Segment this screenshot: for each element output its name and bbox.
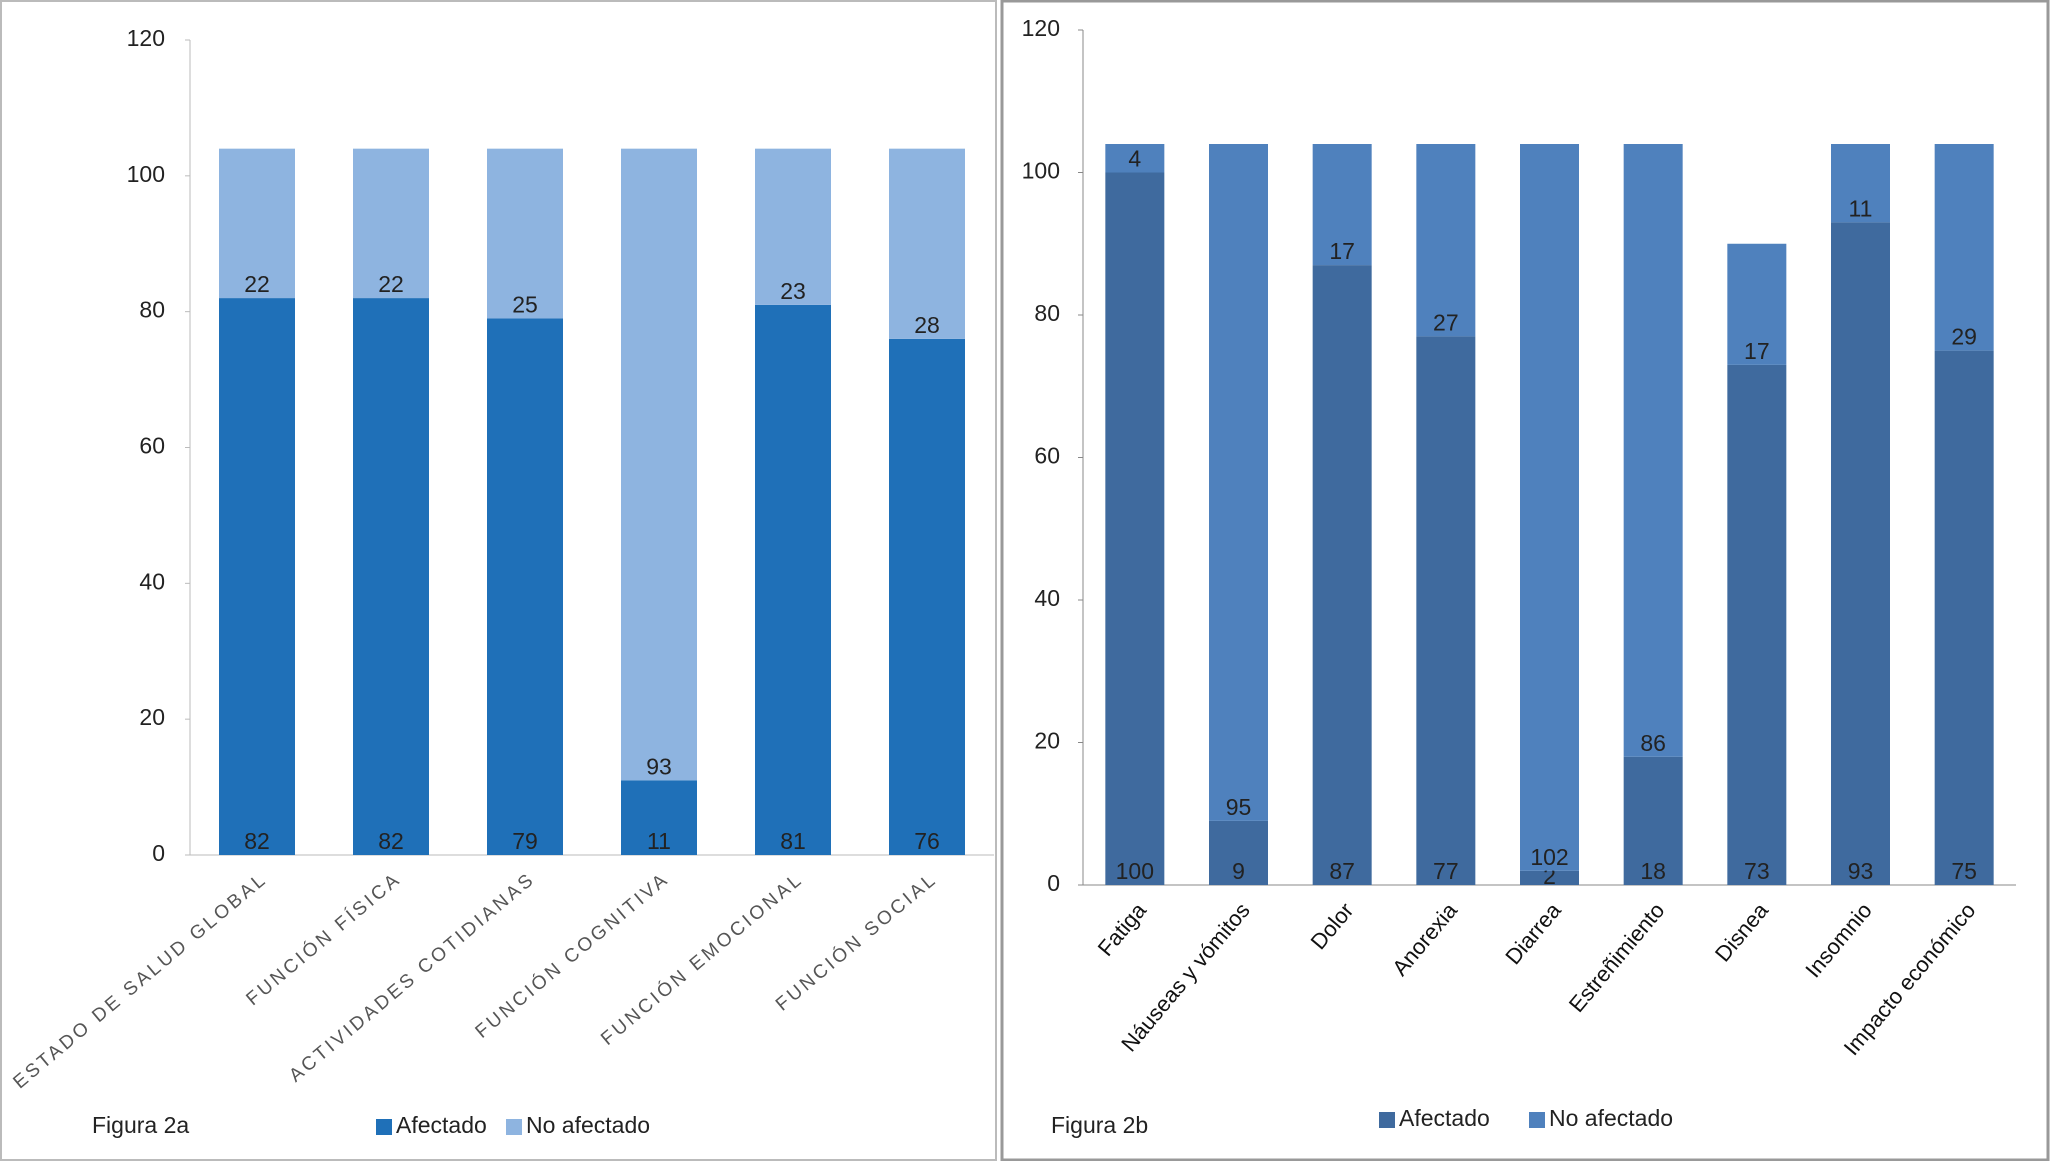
bar-segment — [889, 338, 965, 855]
x-tick-label: Insomnio — [1800, 898, 1877, 982]
x-tick-label: ACTIVIDADES COTIDIANAS — [285, 869, 539, 1087]
x-tick-label: ESTADO DE SALUD GLOBAL — [9, 869, 271, 1094]
y-tick-label: 80 — [1034, 300, 1060, 326]
bar-segment — [353, 298, 429, 855]
legend-swatch — [506, 1119, 522, 1135]
bar-segment — [1727, 243, 1787, 365]
legend-swatch — [376, 1119, 392, 1135]
data-label: 73 — [1744, 858, 1770, 884]
bar-segment — [487, 318, 563, 855]
data-label: 22 — [244, 271, 270, 297]
y-tick-label: 120 — [1022, 15, 1060, 41]
y-tick-label: 80 — [139, 297, 165, 323]
legend-label: Afectado — [1399, 1105, 1490, 1131]
data-label: 11 — [1849, 195, 1873, 221]
data-label: 17 — [1329, 238, 1355, 264]
data-label: 87 — [1329, 858, 1355, 884]
data-label: 27 — [1433, 309, 1459, 335]
data-label: 23 — [780, 278, 806, 304]
data-label: 22 — [378, 271, 404, 297]
bar-segment — [1312, 144, 1372, 266]
legend-swatch — [1529, 1112, 1545, 1128]
bar-segment — [1623, 756, 1683, 885]
data-label: 82 — [378, 828, 404, 854]
chart-title: Figura 2b — [1051, 1112, 1148, 1138]
chart-title: Figura 2a — [92, 1112, 189, 1138]
bar-segment — [1520, 144, 1579, 871]
x-tick-label: Anorexia — [1387, 897, 1462, 980]
bar-segment — [1312, 265, 1372, 885]
bar-segment — [1623, 144, 1683, 757]
bar-segment — [621, 148, 697, 781]
bar-segment — [1831, 222, 1890, 885]
y-tick-label: 0 — [1047, 870, 1060, 896]
bar-segment — [1209, 820, 1268, 885]
data-label: 9 — [1232, 858, 1245, 884]
data-label: 81 — [780, 828, 806, 854]
x-tick-label: Disnea — [1710, 897, 1774, 966]
data-label: 82 — [244, 828, 270, 854]
panel-border — [0, 0, 997, 1161]
y-tick-label: 60 — [139, 433, 165, 459]
data-label: 102 — [1530, 844, 1568, 870]
y-tick-label: 60 — [1034, 443, 1060, 469]
bar-segment — [1831, 144, 1890, 223]
bar-segment — [1934, 144, 1994, 351]
data-label: 17 — [1744, 338, 1770, 364]
bar-segment — [621, 780, 697, 855]
x-tick-label: Estreñimiento — [1564, 898, 1670, 1017]
bar-segment — [487, 148, 563, 319]
bar-segment — [353, 148, 429, 299]
bar-segment — [1520, 870, 1579, 885]
legend-label: Afectado — [396, 1112, 487, 1138]
bar-segment — [755, 304, 831, 855]
bar-segment — [219, 148, 295, 299]
data-label: 25 — [512, 292, 538, 318]
data-label: 79 — [512, 828, 538, 854]
bar-segment — [1727, 364, 1787, 885]
data-label: 4 — [1128, 146, 1141, 172]
y-tick-label: 40 — [139, 568, 165, 594]
bar-segment — [1105, 144, 1165, 173]
bar-segment — [1209, 144, 1268, 821]
y-tick-label: 0 — [152, 840, 165, 866]
data-label: 86 — [1640, 730, 1666, 756]
y-tick-label: 100 — [1022, 158, 1060, 184]
y-tick-label: 120 — [127, 25, 165, 51]
data-label: 29 — [1951, 324, 1977, 350]
legend-swatch — [1379, 1112, 1395, 1128]
bar-segment — [1416, 336, 1476, 885]
bar-segment — [755, 148, 831, 305]
y-tick-label: 20 — [1034, 728, 1060, 754]
panel-border — [1000, 0, 2050, 1161]
y-tick-label: 100 — [127, 161, 165, 187]
y-tick-label: 20 — [139, 704, 165, 730]
x-tick-label: Diarrea — [1500, 897, 1566, 969]
bar-segment — [889, 148, 965, 339]
data-label: 95 — [1226, 794, 1252, 820]
legend-label: No afectado — [1549, 1105, 1673, 1131]
bar-segment — [1105, 172, 1165, 885]
data-label: 93 — [646, 753, 672, 779]
data-label: 100 — [1116, 858, 1154, 884]
y-tick-label: 40 — [1034, 585, 1060, 611]
data-label: 11 — [647, 828, 671, 854]
x-tick-label: Fatiga — [1093, 897, 1152, 960]
bar-segment — [1416, 144, 1476, 337]
x-tick-label: FUNCIÓN FÍSICA — [242, 868, 406, 1010]
data-label: 76 — [914, 828, 940, 854]
bar-segment — [219, 298, 295, 855]
data-label: 77 — [1433, 858, 1459, 884]
data-label: 18 — [1640, 858, 1666, 884]
legend-label: No afectado — [526, 1112, 650, 1138]
data-label: 75 — [1951, 858, 1977, 884]
x-tick-label: Dolor — [1306, 898, 1359, 954]
data-label: 93 — [1848, 858, 1874, 884]
data-label: 28 — [914, 312, 940, 338]
bar-segment — [1934, 350, 1994, 885]
